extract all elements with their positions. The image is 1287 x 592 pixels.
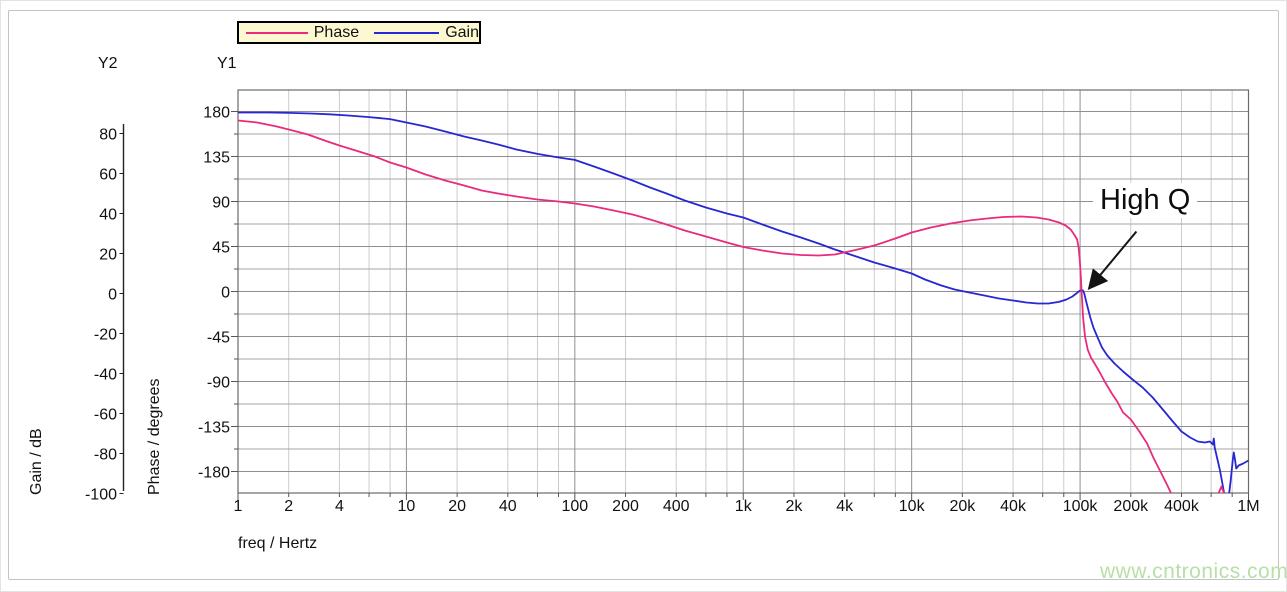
x-tick-label: 2 xyxy=(284,498,293,515)
x-tick-label: 20k xyxy=(949,498,976,515)
y2-tick-label: -60 xyxy=(94,407,117,424)
high-q-arrow xyxy=(1087,230,1138,291)
y1-tick-label: 45 xyxy=(212,240,230,257)
x-tick-label: 2k xyxy=(785,498,803,515)
y2-tick-label: -100 xyxy=(85,487,117,504)
gain-curve xyxy=(238,111,1249,493)
x-tick-label: 400k xyxy=(1164,498,1200,515)
x-tick-label: 400 xyxy=(663,498,690,515)
y1-tick-label: -180 xyxy=(198,465,230,482)
x-tick-label: 200 xyxy=(612,498,639,515)
chart-legend: Phase Gain xyxy=(237,21,481,44)
y2-axis-title: Gain / dB xyxy=(28,428,45,495)
x-tick-label: 10k xyxy=(899,498,926,515)
y2-tick-label: 0 xyxy=(108,287,117,304)
y2-tick-label: -80 xyxy=(94,447,117,464)
y2-tick-label: 20 xyxy=(99,247,117,264)
x-tick-label: 40 xyxy=(499,498,517,515)
gain-legend-label: Gain xyxy=(445,24,479,41)
x-tick-label: 100 xyxy=(561,498,588,515)
y2-tick-label: 60 xyxy=(99,167,117,184)
y1-tick-label: -90 xyxy=(207,375,230,392)
gain-legend-line xyxy=(373,31,440,34)
watermark: www.cntronics.com xyxy=(1100,560,1287,583)
x-tick-label: 4k xyxy=(836,498,854,515)
x-tick-label: 100k xyxy=(1063,498,1099,515)
y1-tick-label: 135 xyxy=(203,150,230,167)
y2-tick-label: 80 xyxy=(99,127,117,144)
y2-tick-label: -40 xyxy=(94,367,117,384)
x-tick-label: 1M xyxy=(1237,498,1259,515)
y1-tick-label: 90 xyxy=(212,195,230,212)
x-tick-label: 4 xyxy=(335,498,344,515)
y1-tick-label: -135 xyxy=(198,420,230,437)
phase-curve xyxy=(238,119,1172,493)
x-tick-label: 20 xyxy=(448,498,466,515)
x-tick-label: 10 xyxy=(398,498,416,515)
x-tick-label: 1 xyxy=(234,498,243,515)
phase-legend-line xyxy=(246,31,308,34)
y1-tick-label: -45 xyxy=(207,330,230,347)
y1-axis-header: Y1 xyxy=(217,55,237,72)
x-axis-title: freq / Hertz xyxy=(238,535,318,552)
y2-axis-header: Y2 xyxy=(98,55,118,72)
phase-legend-label: Phase xyxy=(313,24,360,41)
x-tick-label: 1k xyxy=(735,498,753,515)
y1-tick-label: 180 xyxy=(203,105,230,122)
phase-curve xyxy=(1217,485,1225,493)
high-q-annotation: High Q xyxy=(1093,183,1198,218)
x-tick-label: 40k xyxy=(1000,498,1027,515)
y2-tick-label: 40 xyxy=(99,207,117,224)
y2-tick-label: -20 xyxy=(94,327,117,344)
y1-axis-title: Phase / degrees xyxy=(146,378,163,495)
chart-panel-frame xyxy=(8,10,1279,580)
y1-tick-label: 0 xyxy=(221,285,230,302)
x-tick-label: 200k xyxy=(1113,498,1149,515)
